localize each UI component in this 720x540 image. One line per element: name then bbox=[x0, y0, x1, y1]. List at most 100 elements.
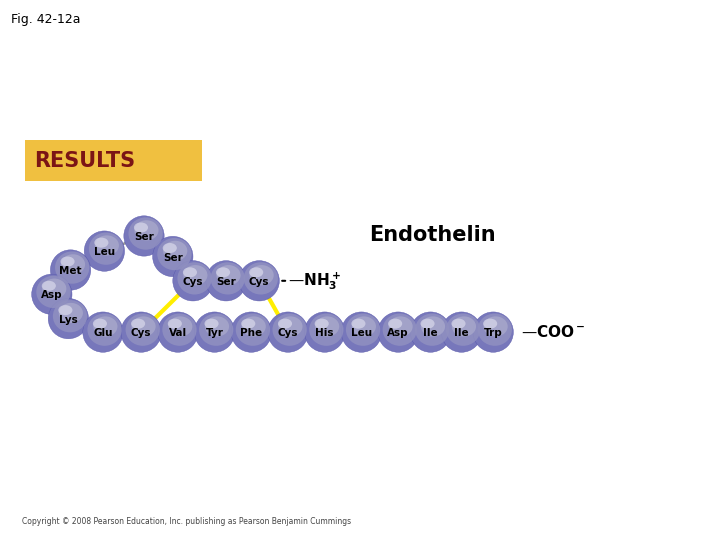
Ellipse shape bbox=[210, 262, 245, 294]
Ellipse shape bbox=[239, 261, 279, 301]
Text: Ile: Ile bbox=[454, 328, 469, 338]
Ellipse shape bbox=[315, 319, 329, 329]
Ellipse shape bbox=[278, 319, 292, 329]
Text: Met: Met bbox=[59, 266, 82, 276]
Ellipse shape bbox=[410, 312, 451, 352]
Ellipse shape bbox=[163, 241, 187, 261]
Ellipse shape bbox=[125, 314, 160, 346]
Ellipse shape bbox=[58, 305, 73, 315]
Ellipse shape bbox=[157, 238, 192, 270]
Ellipse shape bbox=[217, 265, 240, 285]
Ellipse shape bbox=[483, 319, 498, 329]
Ellipse shape bbox=[206, 261, 246, 301]
Text: Fig. 42-12a: Fig. 42-12a bbox=[11, 14, 81, 26]
Ellipse shape bbox=[50, 250, 91, 290]
Text: Cys: Cys bbox=[183, 277, 203, 287]
Text: Copyright © 2008 Pearson Education, Inc. publishing as Pearson Benjamin Cummings: Copyright © 2008 Pearson Education, Inc.… bbox=[22, 517, 351, 526]
Text: Trp: Trp bbox=[484, 328, 503, 338]
Ellipse shape bbox=[231, 312, 271, 352]
Ellipse shape bbox=[61, 254, 85, 274]
Text: $\mathregular{—NH_3^+}$: $\mathregular{—NH_3^+}$ bbox=[288, 270, 341, 292]
FancyBboxPatch shape bbox=[25, 140, 202, 181]
Ellipse shape bbox=[162, 314, 197, 346]
Ellipse shape bbox=[87, 314, 122, 346]
Ellipse shape bbox=[451, 319, 466, 329]
Ellipse shape bbox=[163, 243, 177, 253]
Ellipse shape bbox=[473, 312, 513, 352]
Ellipse shape bbox=[168, 319, 182, 329]
Ellipse shape bbox=[132, 316, 156, 336]
Ellipse shape bbox=[183, 267, 197, 278]
Ellipse shape bbox=[59, 303, 83, 323]
Text: Cys: Cys bbox=[249, 277, 269, 287]
Ellipse shape bbox=[241, 319, 256, 329]
Ellipse shape bbox=[352, 316, 376, 336]
Ellipse shape bbox=[153, 237, 193, 276]
Text: Endothelin: Endothelin bbox=[369, 225, 495, 245]
Ellipse shape bbox=[421, 316, 445, 336]
Ellipse shape bbox=[346, 314, 380, 346]
Ellipse shape bbox=[315, 316, 339, 336]
Ellipse shape bbox=[32, 274, 72, 314]
Ellipse shape bbox=[36, 276, 71, 308]
Ellipse shape bbox=[53, 300, 87, 332]
Ellipse shape bbox=[205, 316, 229, 336]
Ellipse shape bbox=[168, 316, 192, 336]
Ellipse shape bbox=[42, 281, 56, 291]
Ellipse shape bbox=[42, 279, 66, 299]
Ellipse shape bbox=[55, 252, 89, 284]
Text: Asp: Asp bbox=[387, 328, 409, 338]
Ellipse shape bbox=[89, 233, 123, 265]
Text: Cys: Cys bbox=[131, 328, 151, 338]
Text: RESULTS: RESULTS bbox=[35, 151, 135, 171]
Text: Tyr: Tyr bbox=[206, 328, 223, 338]
Text: Lys: Lys bbox=[59, 315, 78, 325]
Ellipse shape bbox=[279, 316, 302, 336]
Text: Glu: Glu bbox=[93, 328, 113, 338]
Ellipse shape bbox=[83, 312, 123, 352]
Text: His: His bbox=[315, 328, 334, 338]
Ellipse shape bbox=[249, 267, 264, 278]
Ellipse shape bbox=[441, 312, 482, 352]
Ellipse shape bbox=[309, 314, 343, 346]
Text: Ser: Ser bbox=[134, 232, 154, 242]
Ellipse shape bbox=[121, 312, 161, 352]
Ellipse shape bbox=[389, 316, 413, 336]
Ellipse shape bbox=[134, 222, 148, 233]
Ellipse shape bbox=[131, 319, 145, 329]
Ellipse shape bbox=[268, 312, 308, 352]
Ellipse shape bbox=[194, 312, 235, 352]
Ellipse shape bbox=[173, 261, 213, 301]
Ellipse shape bbox=[484, 316, 508, 336]
Text: Leu: Leu bbox=[94, 247, 115, 257]
Ellipse shape bbox=[135, 220, 158, 240]
Text: Asp: Asp bbox=[41, 291, 63, 300]
Text: Ser: Ser bbox=[216, 277, 236, 287]
Text: Val: Val bbox=[168, 328, 187, 338]
Ellipse shape bbox=[351, 319, 366, 329]
Ellipse shape bbox=[452, 316, 476, 336]
Ellipse shape bbox=[60, 256, 75, 267]
Ellipse shape bbox=[124, 216, 164, 256]
Ellipse shape bbox=[305, 312, 345, 352]
Ellipse shape bbox=[199, 314, 233, 346]
Ellipse shape bbox=[420, 319, 435, 329]
Ellipse shape bbox=[216, 267, 230, 278]
Ellipse shape bbox=[378, 312, 418, 352]
Ellipse shape bbox=[250, 265, 274, 285]
Ellipse shape bbox=[48, 299, 89, 339]
Ellipse shape bbox=[128, 218, 163, 249]
Ellipse shape bbox=[184, 265, 207, 285]
Ellipse shape bbox=[388, 319, 402, 329]
Ellipse shape bbox=[95, 235, 119, 255]
Ellipse shape bbox=[94, 238, 109, 248]
Ellipse shape bbox=[94, 316, 117, 336]
Ellipse shape bbox=[477, 314, 512, 346]
Ellipse shape bbox=[177, 262, 212, 294]
Ellipse shape bbox=[93, 319, 107, 329]
Ellipse shape bbox=[243, 262, 278, 294]
Text: Ser: Ser bbox=[163, 253, 183, 262]
Ellipse shape bbox=[84, 231, 125, 271]
Ellipse shape bbox=[446, 314, 480, 346]
Ellipse shape bbox=[242, 316, 266, 336]
